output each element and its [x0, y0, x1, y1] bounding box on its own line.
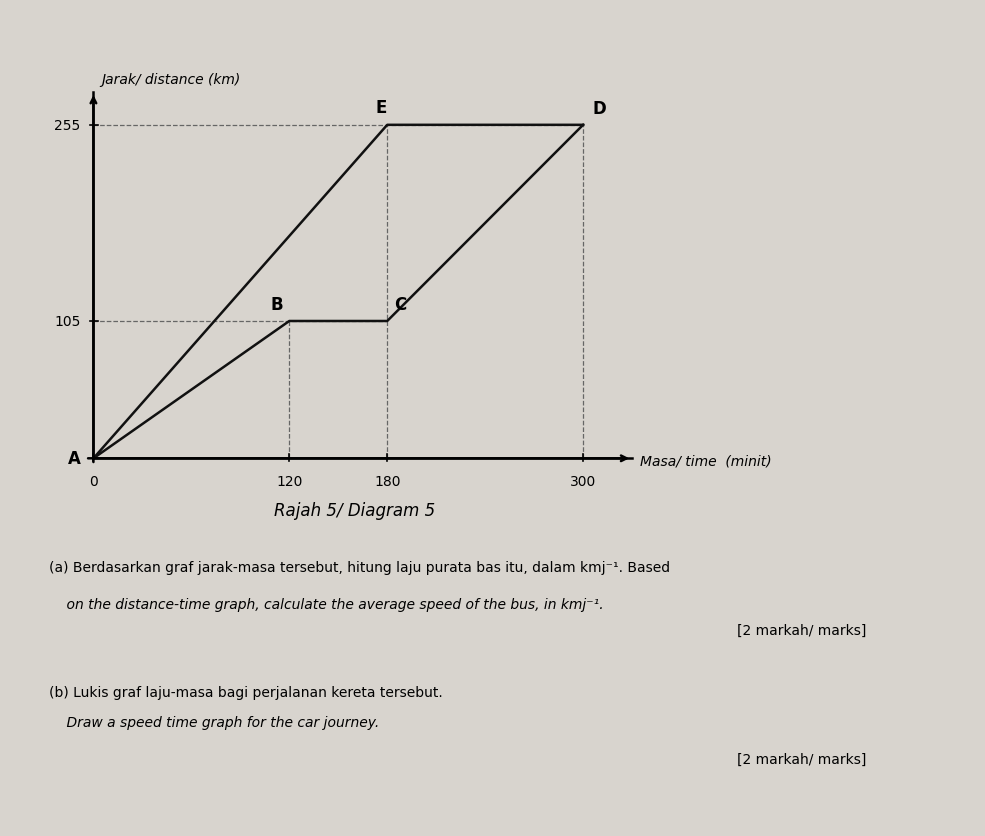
Text: C: C: [394, 296, 406, 314]
Text: 120: 120: [276, 475, 302, 488]
Text: [2 markah/ marks]: [2 markah/ marks]: [738, 623, 867, 637]
Text: on the distance-time graph, calculate the average speed of the bus, in kmj⁻¹.: on the distance-time graph, calculate th…: [49, 598, 604, 612]
Text: 0: 0: [89, 475, 98, 488]
Text: D: D: [593, 99, 607, 118]
Text: 105: 105: [54, 314, 81, 329]
Text: 300: 300: [570, 475, 596, 488]
Text: Rajah 5/ Diagram 5: Rajah 5/ Diagram 5: [274, 502, 435, 520]
Text: 180: 180: [374, 475, 401, 488]
Text: (a) Berdasarkan graf jarak-masa tersebut, hitung laju purata bas itu, dalam kmj⁻: (a) Berdasarkan graf jarak-masa tersebut…: [49, 560, 671, 574]
Text: Draw a speed time graph for the car journey.: Draw a speed time graph for the car jour…: [49, 715, 379, 729]
Text: 255: 255: [54, 119, 81, 133]
Text: Jarak/ distance (km): Jarak/ distance (km): [101, 73, 241, 86]
Text: A: A: [68, 450, 81, 468]
Text: E: E: [375, 99, 386, 116]
Text: Masa/ time  (minit): Masa/ time (minit): [640, 455, 772, 468]
Text: B: B: [270, 296, 283, 314]
Text: (b) Lukis graf laju-masa bagi perjalanan kereta tersebut.: (b) Lukis graf laju-masa bagi perjalanan…: [49, 686, 443, 700]
Text: [2 markah/ marks]: [2 markah/ marks]: [738, 752, 867, 767]
